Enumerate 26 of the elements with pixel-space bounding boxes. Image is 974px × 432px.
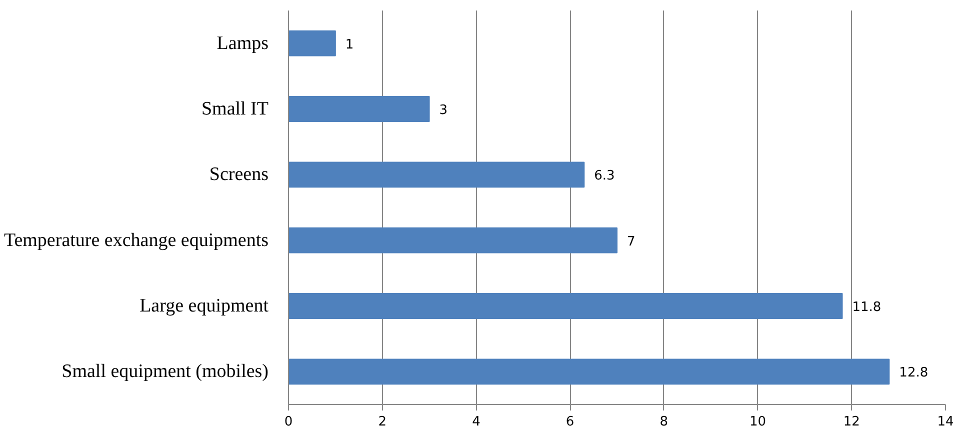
x-tick-label: 12 — [843, 414, 860, 430]
y-tick-label: Large equipment — [140, 296, 270, 316]
y-tick-label: Screens — [209, 164, 269, 186]
y-tick-label: Temperature exchange equipments — [4, 230, 269, 251]
x-tick-label: 6 — [566, 414, 574, 430]
data-label: 7 — [627, 234, 636, 250]
x-tick-label: 14 — [937, 414, 954, 430]
y-tick-label: Lamps — [216, 32, 269, 54]
y-tick-label: Small IT — [201, 98, 269, 120]
data-label: 12.8 — [899, 366, 928, 381]
bar — [288, 358, 890, 385]
x-tick-label: 4 — [472, 414, 480, 430]
x-tick-label: 0 — [284, 414, 293, 430]
data-label: 6.3 — [594, 168, 615, 184]
data-label: 1 — [345, 37, 354, 52]
x-tick-label: 8 — [660, 414, 668, 430]
data-label: 11.8 — [852, 300, 882, 315]
x-tick-label: 10 — [750, 414, 766, 430]
data-label: 3 — [439, 103, 448, 118]
bar — [288, 293, 843, 319]
x-tick-label: 2 — [378, 414, 387, 430]
bar — [288, 227, 618, 254]
bar — [288, 30, 336, 56]
bar — [288, 162, 585, 188]
y-tick-label: Small equipment (mobiles) — [62, 361, 268, 382]
bar — [288, 96, 430, 122]
